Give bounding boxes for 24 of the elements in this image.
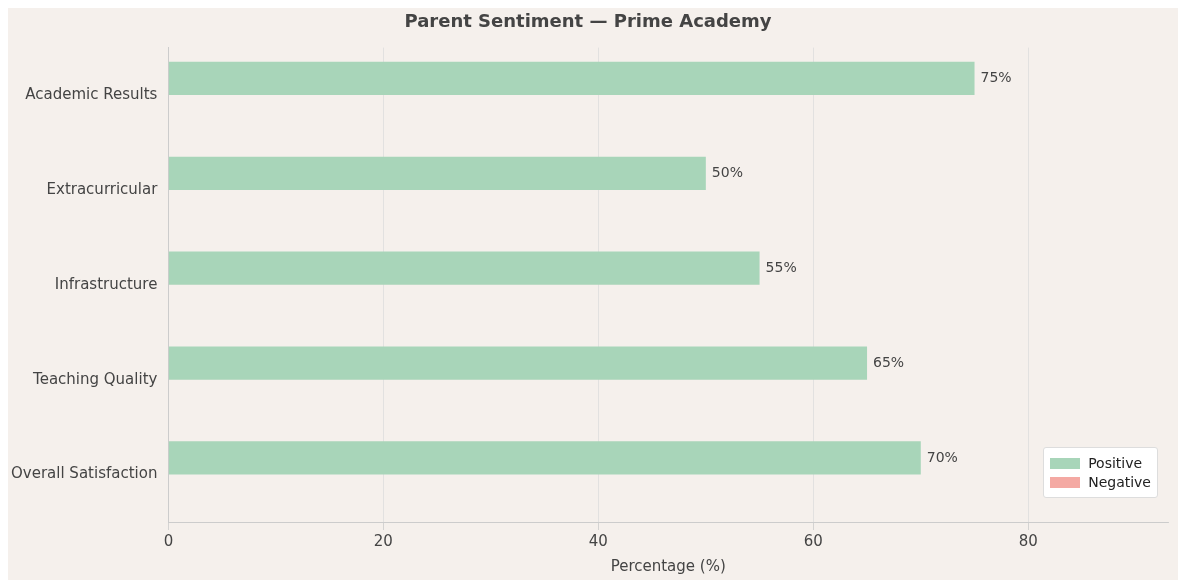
x-tick-label: 20 — [373, 531, 393, 550]
y-tick-label: Academic Results — [25, 84, 158, 103]
x-tick-label: 60 — [803, 531, 823, 550]
chart-title: Parent Sentiment — Prime Academy — [404, 10, 772, 32]
legend-label: Positive — [1088, 455, 1143, 471]
bar — [168, 251, 760, 285]
bar — [168, 441, 921, 475]
y-tick-label: Extracurricular — [46, 179, 159, 198]
y-tick-label: Teaching Quality — [32, 369, 158, 388]
bar — [168, 61, 975, 96]
y-tick-label: Infrastructure — [54, 274, 158, 293]
data-label: 70% — [926, 448, 958, 465]
data-label: 75% — [980, 69, 1012, 86]
legend-label: Negative — [1088, 474, 1151, 490]
bar — [168, 156, 706, 190]
data-label: 65% — [873, 353, 905, 370]
bar — [168, 346, 868, 380]
data-label: 50% — [711, 163, 743, 180]
x-axis-title: Percentage (%) — [610, 556, 726, 575]
x-tick-label: 40 — [588, 531, 608, 550]
x-tick-label: 0 — [163, 531, 174, 550]
data-label: 55% — [765, 258, 797, 275]
y-tick-label: Overall Satisfaction — [11, 464, 158, 483]
x-tick-label: 80 — [1018, 531, 1038, 550]
